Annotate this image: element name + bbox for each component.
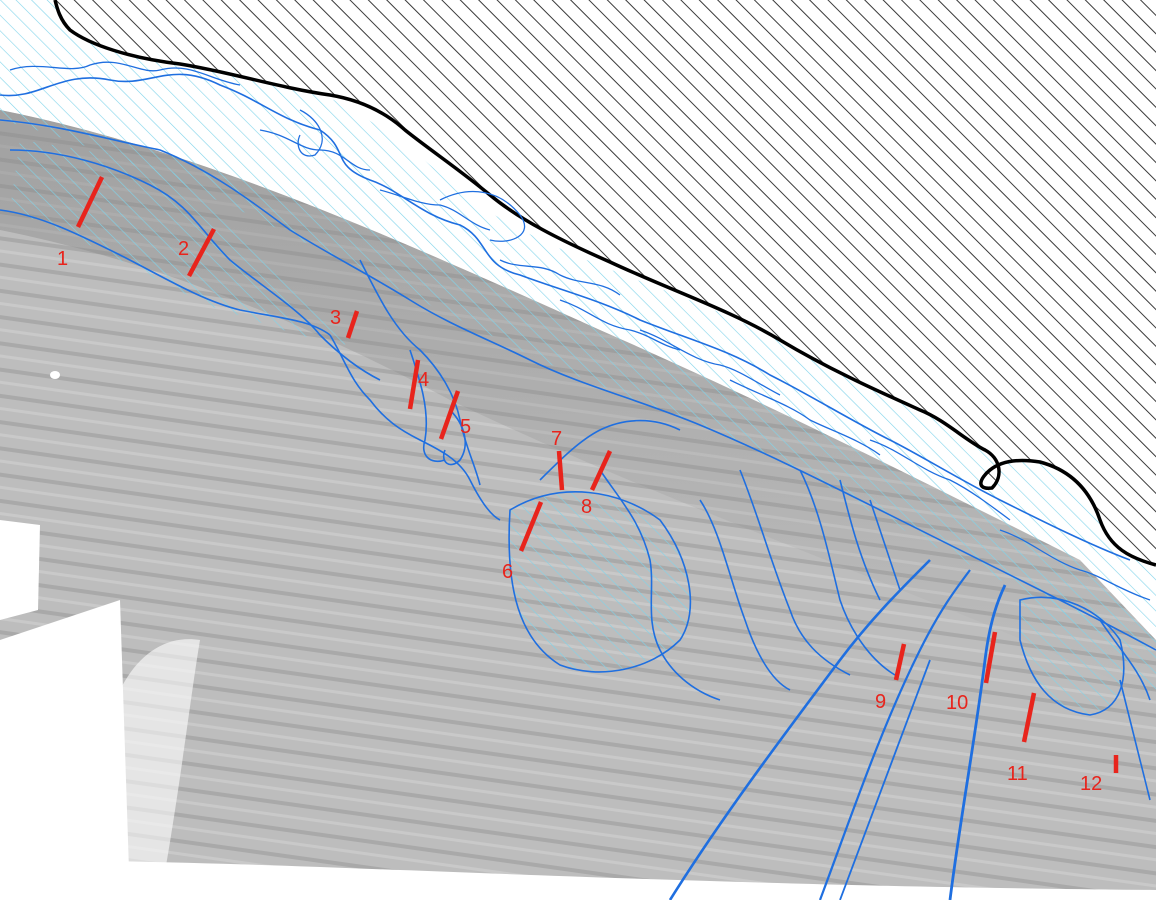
transect-6-label: 6 — [502, 561, 513, 583]
transect-11-label: 11 — [1007, 763, 1028, 785]
transect-9-line — [893, 643, 907, 681]
transect-1-label: 1 — [57, 248, 68, 270]
coastline — [53, 0, 1156, 567]
land-area — [55, 0, 1156, 565]
transect-5-line — [438, 390, 461, 440]
transect-8-line — [589, 450, 613, 491]
transect-7-line — [556, 450, 565, 491]
transect-5-label: 5 — [460, 416, 471, 438]
transect-4-label: 4 — [418, 369, 429, 391]
transect-1-line — [75, 176, 105, 228]
transect-3-label: 3 — [330, 307, 341, 329]
transect-ticks — [75, 176, 1119, 773]
transect-7-label: 7 — [551, 428, 562, 450]
shallow-zone — [0, 0, 1156, 715]
transect-9-label: 9 — [875, 691, 886, 713]
nearshore-contours — [9, 61, 1151, 601]
transect-10-label: 10 — [946, 692, 968, 714]
transect-8-label: 8 — [581, 496, 592, 518]
transect-6-line — [518, 501, 544, 552]
transect-12-label: 12 — [1080, 773, 1102, 795]
transect-11-line — [1021, 692, 1037, 743]
transect-10-line — [983, 631, 998, 684]
transect-2-label: 2 — [178, 238, 189, 260]
transect-4-line — [407, 359, 421, 410]
transect-labels: 1 2 3 4 5 6 7 8 9 10 11 12 — [57, 238, 1102, 795]
transect-3-line — [345, 310, 360, 339]
depth-contours — [0, 73, 1156, 900]
transect-2-line — [187, 227, 216, 278]
